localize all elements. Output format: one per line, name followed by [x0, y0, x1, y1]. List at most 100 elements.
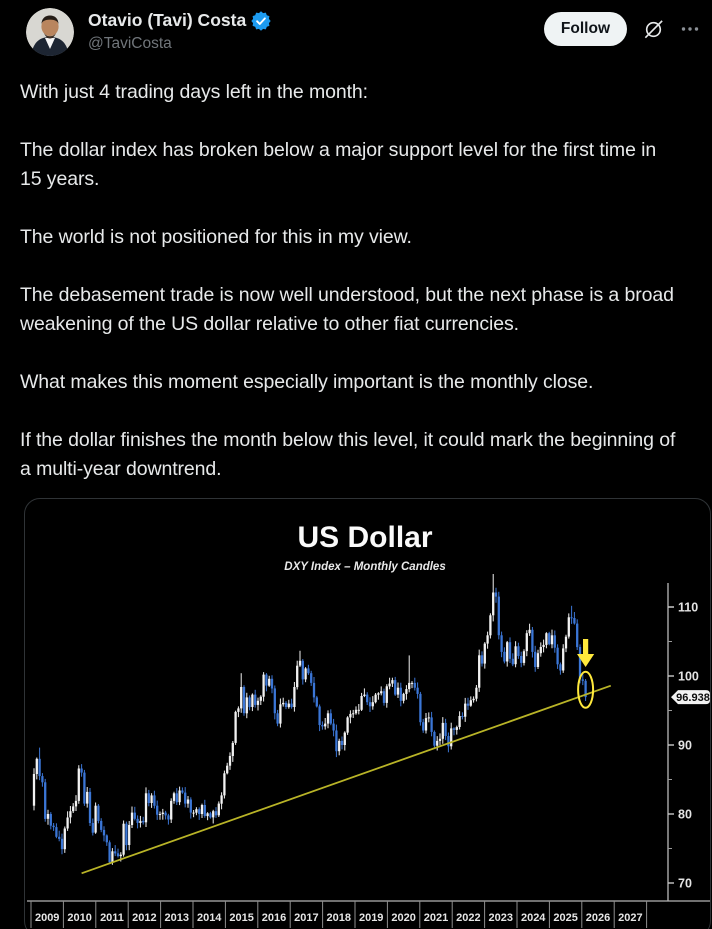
- candle-body: [223, 773, 226, 796]
- x-axis-label: 2021: [424, 912, 448, 924]
- user-handle[interactable]: @TaviCosta: [88, 35, 172, 52]
- candle-body: [517, 646, 520, 656]
- candle-body: [41, 776, 44, 783]
- candle-body: [44, 782, 47, 819]
- chart-title: US Dollar: [297, 521, 432, 554]
- candle-body: [63, 828, 66, 850]
- candle-body: [528, 629, 531, 634]
- candle-body: [368, 702, 372, 707]
- candle-body: [206, 813, 209, 817]
- y-axis-label: 110: [678, 601, 698, 615]
- candle-body: [158, 814, 162, 815]
- candle-body: [410, 682, 414, 684]
- follow-button[interactable]: Follow: [543, 12, 627, 46]
- candle-body: [86, 791, 89, 804]
- candle-body: [55, 827, 58, 837]
- candle-body: [480, 655, 484, 664]
- x-axis-label: 2024: [521, 912, 546, 924]
- candle-body: [483, 643, 486, 664]
- x-axis-label: 2009: [35, 912, 59, 924]
- candle-body: [486, 635, 489, 644]
- candle-body: [419, 693, 422, 723]
- candle-body: [133, 812, 136, 819]
- candle-body: [380, 691, 383, 694]
- avatar[interactable]: [26, 8, 74, 56]
- candle-body: [220, 795, 223, 804]
- candle-body: [385, 686, 388, 703]
- header-actions: Follow: [543, 8, 700, 46]
- candle-body: [354, 709, 358, 714]
- candle-body: [489, 615, 492, 636]
- candle-body: [478, 655, 481, 688]
- candle-body: [164, 812, 167, 816]
- candle-body: [500, 635, 503, 652]
- tweet-paragraph: If the dollar finishes the month below t…: [20, 429, 676, 480]
- candle-body: [340, 740, 344, 745]
- candle-body: [293, 687, 296, 707]
- tweet-paragraph: With just 4 trading days left in the mon…: [20, 81, 368, 103]
- candle-body: [466, 703, 470, 706]
- candle-body: [181, 790, 184, 793]
- candle-body: [444, 722, 447, 736]
- candle-body: [150, 795, 153, 803]
- display-name[interactable]: Otavio (Tavi) Costa: [88, 10, 247, 30]
- candle-body: [464, 703, 467, 717]
- candle-body: [240, 687, 243, 709]
- candle-body: [399, 687, 402, 701]
- candle-body: [472, 698, 475, 701]
- tweet-paragraph: The world is not positioned for this in …: [20, 226, 412, 248]
- candle-body: [172, 793, 176, 801]
- candle-body: [184, 792, 187, 804]
- candle-body: [175, 793, 178, 803]
- x-axis-label: 2015: [229, 912, 253, 924]
- x-axis-label: 2010: [67, 912, 91, 924]
- candle-body: [66, 817, 69, 829]
- x-axis-label: 2011: [100, 912, 124, 924]
- identity-block: Otavio (Tavi) Costa @TaviCosta: [88, 8, 271, 54]
- candle-body: [352, 713, 355, 715]
- candle-body: [111, 851, 114, 863]
- candle-body: [520, 656, 523, 663]
- grok-icon[interactable]: [642, 18, 665, 41]
- candle-body: [242, 687, 246, 714]
- candle-body: [396, 687, 400, 695]
- candle-body: [130, 812, 134, 825]
- candle-body: [119, 854, 122, 857]
- candle-body: [161, 812, 164, 814]
- candle-body: [156, 805, 159, 815]
- candle-body: [105, 835, 108, 843]
- tweet-paragraph: The debasement trade is now well underst…: [20, 284, 674, 335]
- candle-body: [209, 813, 212, 818]
- candle-body: [506, 642, 509, 662]
- candle-body: [198, 809, 201, 814]
- candle-body: [326, 713, 330, 724]
- candle-body: [69, 811, 72, 818]
- candle-body: [52, 825, 55, 828]
- more-icon[interactable]: [680, 19, 700, 39]
- candle-body: [282, 702, 285, 705]
- candle-body: [203, 805, 206, 816]
- candle-body: [170, 800, 173, 820]
- x-axis-label: 2017: [294, 912, 318, 924]
- candle-body: [136, 818, 139, 823]
- tweet-paragraph: What makes this moment especially import…: [20, 371, 594, 393]
- candle-body: [469, 700, 472, 706]
- candle-body: [405, 689, 408, 694]
- candle-body: [584, 680, 587, 698]
- candle-body: [97, 805, 100, 821]
- x-axis-label: 2014: [197, 912, 222, 924]
- tweet-media-chart[interactable]: US Dollar DXY Index – Monthly Candles 11…: [24, 498, 711, 929]
- candle-body: [525, 633, 528, 652]
- candle-body: [346, 717, 349, 733]
- chart-subtitle: DXY Index – Monthly Candles: [284, 561, 445, 573]
- y-axis-label: 100: [678, 670, 699, 684]
- candle-body: [553, 635, 556, 648]
- tweet-body: With just 4 trading days left in the mon…: [0, 56, 696, 484]
- candle-body: [522, 651, 526, 663]
- candle-body: [581, 679, 584, 681]
- candle-body: [556, 647, 559, 665]
- candle-body: [234, 711, 237, 743]
- candle-body: [394, 680, 397, 695]
- x-axis-label: 2027: [618, 912, 642, 924]
- candle-body: [427, 717, 430, 719]
